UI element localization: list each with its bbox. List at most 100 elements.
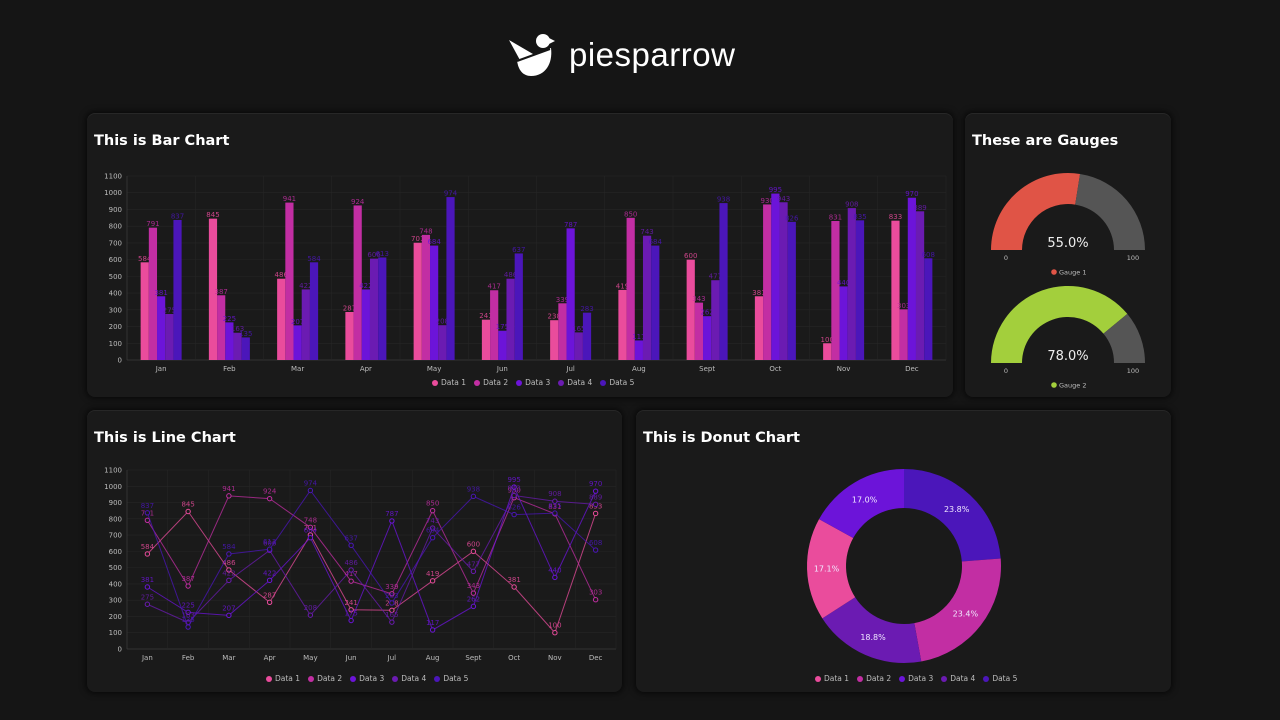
- line-data-label: 995: [507, 476, 520, 484]
- line-data-label: 835: [548, 502, 561, 510]
- line-point: [389, 607, 395, 613]
- donut-legend-item[interactable]: Data 5: [983, 674, 1017, 683]
- gauges-card: These are Gauges 55.0% 0 100 Gauge 1 78.0% 0 1…: [965, 113, 1171, 397]
- legend-dot-icon: [434, 675, 441, 682]
- brand-name: piesparrow: [569, 36, 736, 73]
- bar-data-label: 440: [837, 279, 850, 287]
- line-data-label: 339: [385, 583, 398, 591]
- bar-data-5: [446, 197, 455, 360]
- bar-data-2: [353, 205, 362, 360]
- bar-data-label: 262: [700, 309, 713, 317]
- bar-data-label: 908: [845, 201, 858, 209]
- line-data-label: 100: [548, 622, 561, 630]
- bar-legend-item[interactable]: Data 4: [558, 378, 592, 387]
- bar-data-1: [686, 259, 695, 360]
- donut-legend-item[interactable]: Data 1: [815, 674, 849, 683]
- bar-data-label: 283: [580, 305, 593, 313]
- bar-data-label: 835: [853, 213, 866, 221]
- bar-legend-item[interactable]: Data 2: [474, 378, 508, 387]
- donut-legend-item[interactable]: Data 4: [941, 674, 975, 683]
- donut-slice-data-2: [914, 558, 1001, 662]
- gauge-legend-label: Gauge 1: [1059, 269, 1086, 277]
- bar-legend-item[interactable]: Data 1: [432, 378, 466, 387]
- legend-label: Data 4: [401, 674, 427, 683]
- line-point: [592, 510, 599, 517]
- donut-slice-label: 17.0%: [852, 495, 878, 504]
- bar-data-label: 381: [154, 289, 167, 297]
- sparrow-icon: [509, 34, 555, 76]
- bar-data-label: 701: [411, 235, 424, 243]
- bar-xtick-label: May: [427, 365, 441, 373]
- gauge-min-label: 0: [1004, 254, 1008, 262]
- donut-chart-title: This is Donut Chart: [643, 430, 800, 446]
- legend-label: Data 1: [441, 378, 467, 387]
- line-data-label: 422: [222, 569, 235, 577]
- line-ytick-label: 700: [109, 532, 122, 540]
- line-legend-item[interactable]: Data 5: [434, 674, 468, 683]
- bar-data-label: 791: [146, 220, 159, 228]
- line-legend-item[interactable]: Data 3: [350, 674, 384, 683]
- line-data-label: 387: [181, 575, 194, 583]
- bar-data-label: 422: [359, 282, 372, 290]
- bar-xtick-label: Jan: [155, 365, 167, 373]
- bar-data-label: 175: [496, 323, 509, 331]
- line-point: [592, 488, 599, 494]
- bar-legend-item[interactable]: Data 3: [516, 378, 550, 387]
- line-data-label: 889: [589, 493, 602, 501]
- line-ytick-label: 600: [109, 548, 122, 556]
- line-legend-item[interactable]: Data 1: [266, 674, 300, 683]
- line-chart-card: This is Line Chart 0 100 200 300 400 500 600 70…: [87, 410, 622, 692]
- line-data-label: 287: [263, 591, 276, 599]
- bar-chart-legend: Data 1 Data 2 Data 3 Data 4 Data 5: [432, 378, 634, 387]
- donut-slice-label: 17.1%: [814, 565, 840, 574]
- bar-legend-item[interactable]: Data 5: [600, 378, 634, 387]
- bar-data-5: [787, 221, 796, 360]
- line-point: [592, 501, 599, 508]
- bar-data-3: [225, 322, 234, 360]
- line-data-label: 831: [548, 503, 561, 511]
- line-chart-legend: Data 1 Data 2 Data 3 Data 4 Data 5: [266, 674, 468, 683]
- line-ytick-label: 1100: [104, 467, 122, 475]
- bar-data-label: 743: [640, 228, 653, 236]
- bar-data-4: [233, 332, 242, 360]
- line-data-label: 608: [589, 539, 602, 547]
- line-point: [429, 534, 436, 541]
- bar-data-label: 938: [717, 196, 730, 204]
- bar-data-label: 477: [709, 273, 722, 281]
- line-legend-item[interactable]: Data 4: [392, 674, 426, 683]
- gauge-1-value-arc: [991, 173, 1081, 250]
- bar-data-label: 608: [922, 251, 935, 259]
- bar-data-5: [719, 203, 728, 360]
- bar-data-3: [361, 289, 370, 360]
- line-data-label: 943: [507, 485, 520, 493]
- gauges-chart: 55.0% 0 100 Gauge 1 78.0% 0 100 Gauge 2: [991, 173, 1145, 390]
- line-data-label: 283: [385, 592, 398, 600]
- bar-data-5: [582, 312, 592, 360]
- bar-data-label: 117: [632, 333, 645, 341]
- bar-data-2: [626, 217, 635, 360]
- line-data-label: 684: [304, 527, 318, 535]
- bar-xtick-label: Sept: [699, 365, 715, 373]
- legend-label: Data 4: [950, 674, 976, 683]
- bar-data-3: [634, 340, 643, 360]
- bar-data-2: [694, 302, 704, 360]
- line-point: [348, 607, 354, 613]
- bar-ytick-label: 100: [109, 340, 122, 348]
- line-point: [226, 577, 232, 584]
- bar-data-3: [907, 197, 916, 360]
- line-data-label: 163: [181, 611, 194, 619]
- bar-data-label: 486: [504, 271, 518, 279]
- line-point: [389, 619, 395, 625]
- legend-dot-icon: [941, 675, 948, 682]
- line-data-label: 477: [467, 560, 480, 568]
- line-legend-item[interactable]: Data 2: [308, 674, 342, 683]
- bar-data-label: 165: [572, 325, 585, 333]
- donut-legend-item[interactable]: Data 3: [899, 674, 933, 683]
- donut-legend-item[interactable]: Data 2: [857, 674, 891, 683]
- bar-data-label: 207: [291, 318, 304, 326]
- legend-label: Data 4: [567, 378, 593, 387]
- bar-data-label: 941: [283, 195, 296, 203]
- bar-data-label: 889: [913, 204, 926, 212]
- line-ytick-label: 500: [109, 564, 122, 572]
- bar-data-4: [711, 280, 720, 360]
